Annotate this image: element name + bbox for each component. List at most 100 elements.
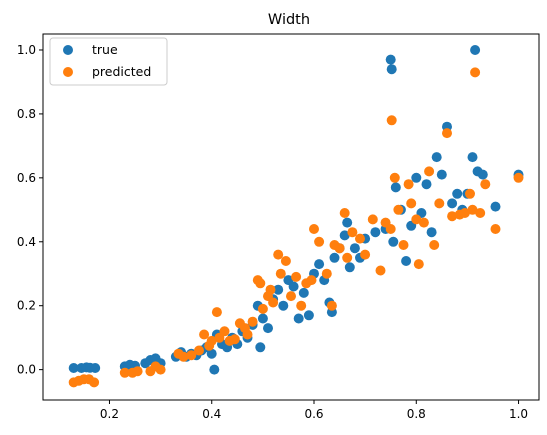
point-predicted <box>398 240 409 250</box>
point-true <box>329 252 340 263</box>
point-predicted <box>132 366 143 377</box>
point-true <box>314 259 325 270</box>
point-predicted <box>314 236 325 247</box>
point-predicted <box>367 214 378 225</box>
point-true <box>349 243 360 254</box>
point-predicted <box>199 329 210 340</box>
point-true <box>339 230 350 241</box>
point-true <box>278 300 289 311</box>
point-true <box>206 348 217 359</box>
x-tick-label: 1.0 <box>509 407 528 421</box>
y-tick-label: 0.8 <box>17 107 36 121</box>
point-predicted <box>206 335 217 346</box>
point-predicted <box>273 249 284 260</box>
legend-marker-predicted <box>63 67 73 77</box>
point-predicted <box>389 172 400 183</box>
point-predicted <box>219 326 230 337</box>
point-true <box>273 284 284 295</box>
legend-label-predicted: predicted <box>92 64 151 79</box>
point-predicted <box>286 291 296 302</box>
point-true <box>467 152 478 163</box>
point-predicted <box>386 115 397 126</box>
x-tick-label: 0.6 <box>304 407 323 421</box>
point-predicted <box>194 345 204 356</box>
point-predicted <box>513 172 524 183</box>
point-predicted <box>375 265 386 276</box>
point-predicted <box>178 351 189 362</box>
point-true <box>209 364 220 375</box>
point-predicted <box>255 278 266 289</box>
point-predicted <box>342 252 353 263</box>
point-predicted <box>447 211 458 222</box>
point-true <box>390 182 401 193</box>
point-predicted <box>242 329 253 340</box>
plot-frame <box>42 33 540 401</box>
point-true <box>388 236 399 247</box>
point-predicted <box>406 198 417 209</box>
point-true <box>263 323 273 334</box>
point-predicted <box>309 224 319 234</box>
point-predicted <box>211 307 222 318</box>
point-true <box>298 287 309 298</box>
point-true <box>293 313 304 324</box>
legend: true predicted <box>49 37 168 86</box>
point-predicted <box>429 240 440 250</box>
point-predicted <box>434 198 445 209</box>
x-tick-label: 0.8 <box>407 407 426 421</box>
x-tick-label: 0.4 <box>202 407 221 421</box>
point-predicted <box>247 316 258 327</box>
x-tick-label: 0.2 <box>100 407 119 421</box>
point-predicted <box>490 224 501 234</box>
point-predicted <box>480 179 491 190</box>
point-true <box>370 227 381 238</box>
point-predicted <box>475 208 486 218</box>
point-true <box>421 179 432 190</box>
point-predicted <box>347 227 358 238</box>
y-tick-label: 0.0 <box>17 363 36 377</box>
point-true <box>431 152 442 163</box>
point-true <box>255 342 266 353</box>
point-predicted <box>186 350 197 361</box>
point-true <box>386 64 397 75</box>
point-true <box>303 310 314 321</box>
point-predicted <box>155 364 166 375</box>
point-predicted <box>355 233 365 244</box>
point-true <box>411 172 422 183</box>
point-true <box>288 281 299 292</box>
point-true <box>470 45 481 55</box>
point-predicted <box>257 303 268 314</box>
y-tick-label: 0.6 <box>17 171 36 185</box>
point-predicted <box>360 249 371 260</box>
point-predicted <box>119 367 130 378</box>
point-predicted <box>442 128 452 139</box>
point-predicted <box>280 256 291 266</box>
point-predicted <box>411 214 422 225</box>
chart-title: Width <box>268 12 310 28</box>
point-true <box>344 262 355 273</box>
point-true <box>447 198 458 209</box>
point-predicted <box>306 275 317 286</box>
point-true <box>342 217 353 228</box>
point-true <box>257 313 268 324</box>
point-predicted <box>321 268 332 279</box>
point-predicted <box>296 300 307 311</box>
point-true <box>385 54 396 65</box>
point-true <box>477 169 488 180</box>
point-predicted <box>326 300 337 311</box>
point-true <box>436 169 447 180</box>
point-predicted <box>459 208 470 218</box>
point-predicted <box>465 188 475 199</box>
point-predicted <box>393 204 404 215</box>
legend-label-true: true <box>92 42 118 57</box>
point-true <box>490 201 501 212</box>
point-predicted <box>339 208 350 218</box>
point-predicted <box>89 377 100 388</box>
legend-marker-true <box>63 45 73 55</box>
point-predicted <box>265 284 276 295</box>
y-tick-label: 0.4 <box>17 235 36 249</box>
point-predicted <box>424 166 435 177</box>
point-predicted <box>418 217 429 228</box>
point-predicted <box>275 268 286 279</box>
point-predicted <box>413 259 424 270</box>
